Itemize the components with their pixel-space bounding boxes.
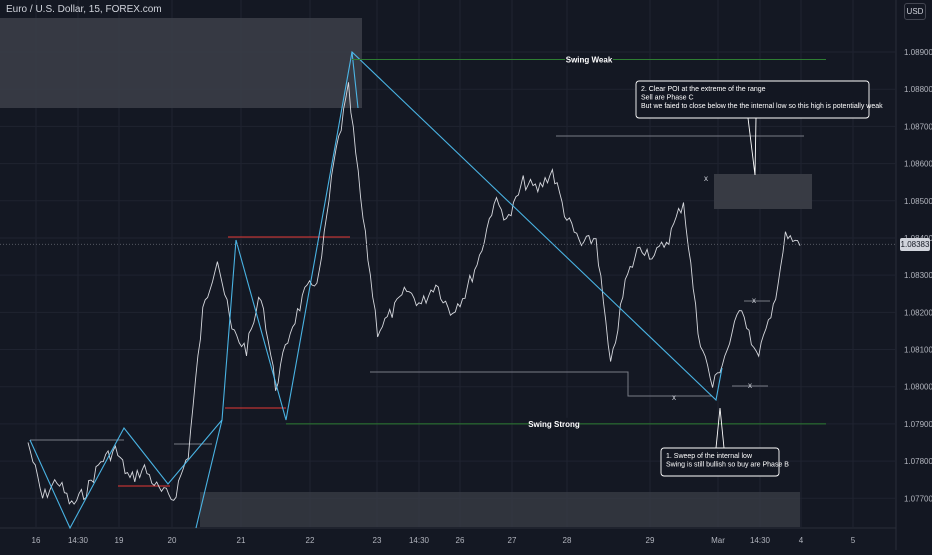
price-axis-pane [896, 0, 932, 550]
poi-zone [714, 174, 812, 209]
currency-button[interactable]: USD [904, 3, 926, 20]
sweep-marker: x [752, 296, 756, 305]
callout-text-1: Swing is still bullish so buy are Phase … [666, 462, 789, 469]
y-tick-label: 1.08500 [904, 197, 932, 206]
y-tick-label: 1.08100 [904, 346, 932, 355]
level-label-0: Swing Weak [566, 55, 613, 64]
x-tick-label: 4 [799, 536, 804, 545]
y-tick-label: 1.08200 [904, 308, 932, 317]
level-label-1: Swing Strong [528, 420, 580, 429]
callout-pointer-1 [715, 407, 725, 449]
y-tick-label: 1.08800 [904, 85, 932, 94]
sweep-marker: x [704, 174, 708, 183]
x-tick-label: 23 [373, 536, 382, 545]
y-tick-label: 1.08700 [904, 122, 932, 131]
x-tick-label: 14:30 [409, 536, 430, 545]
sweep-marker: x [672, 393, 676, 402]
x-tick-label: 22 [306, 536, 315, 545]
y-tick-label: 1.08000 [904, 383, 932, 392]
x-tick-label: 29 [646, 536, 655, 545]
callout-text-1: 1. Sweep of the internal low [666, 453, 753, 460]
x-tick-label: 19 [115, 536, 124, 545]
y-tick-label: 1.08300 [904, 271, 932, 280]
callout-pointer-0 [747, 117, 757, 176]
supply-zone-top-left [0, 18, 362, 108]
swing-top-line [351, 51, 359, 109]
x-tick-label: 28 [563, 536, 572, 545]
x-tick-label: 27 [508, 536, 517, 545]
y-tick-label: 1.07800 [904, 457, 932, 466]
level-label-bg-1 [530, 417, 578, 430]
callout-text-0: But we faied to close below the the inte… [641, 103, 883, 110]
x-tick-label: 26 [456, 536, 465, 545]
level-label-bg-0 [565, 53, 613, 66]
callout-text-0: 2. Clear POI at the extreme of the range [641, 86, 766, 93]
x-tick-label: 14:30 [68, 536, 89, 545]
x-tick-label: 16 [32, 536, 41, 545]
demand-zone-bottom [200, 492, 800, 527]
y-tick-label: 1.07900 [904, 420, 932, 429]
callout-box-0 [635, 80, 870, 119]
x-tick-label: 5 [851, 536, 856, 545]
current-price-label: 1.08383 [900, 238, 930, 252]
y-tick-label: 1.08600 [904, 160, 932, 169]
sweep-marker: x [748, 381, 752, 390]
swing-leg-line [195, 419, 223, 529]
y-tick-label: 1.07700 [904, 494, 932, 503]
callout-box-1 [660, 447, 780, 477]
x-tick-label: 20 [168, 536, 177, 545]
y-tick-label: 1.08900 [904, 48, 932, 57]
swing-structure-line [29, 50, 723, 530]
price-series-line [27, 82, 801, 505]
x-tick-label: 21 [237, 536, 246, 545]
x-tick-label: Mar [711, 536, 725, 545]
range-box-line [370, 371, 712, 397]
x-tick-label: 14:30 [750, 536, 771, 545]
symbol-title: Euro / U.S. Dollar, 15, FOREX.com [6, 4, 162, 15]
callout-text-0: Sell are Phase C [641, 95, 694, 102]
